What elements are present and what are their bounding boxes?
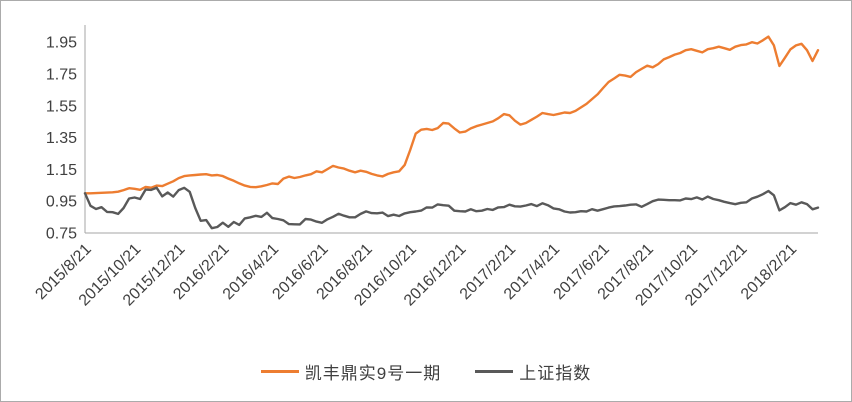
- line-chart-plot: 1.951.751.551.351.150.950.752015/8/21201…: [32, 25, 820, 309]
- y-axis-tick-label: 0.75: [46, 226, 77, 243]
- legend-label: 凯丰鼎实9号一期: [304, 363, 442, 383]
- y-axis-tick-label: 1.15: [46, 162, 77, 179]
- y-axis-tick-label: 1.55: [46, 98, 77, 115]
- chart-legend: 凯丰鼎实9号一期 上证指数: [1, 349, 851, 393]
- legend-item-1: 上证指数: [475, 359, 591, 384]
- legend-line-swatch: [260, 369, 299, 373]
- legend-line-swatch: [475, 369, 514, 373]
- y-axis-tick-label: 1.95: [46, 35, 77, 52]
- legend-item-0: 凯丰鼎实9号一期: [260, 359, 442, 384]
- series-line-0: [83, 35, 820, 195]
- series-line-1: [83, 186, 820, 230]
- y-axis-tick-label: 1.35: [46, 130, 77, 147]
- legend-label: 上证指数: [519, 363, 592, 383]
- y-axis-tick-label: 0.95: [46, 194, 77, 211]
- y-axis-tick-label: 1.75: [46, 67, 77, 84]
